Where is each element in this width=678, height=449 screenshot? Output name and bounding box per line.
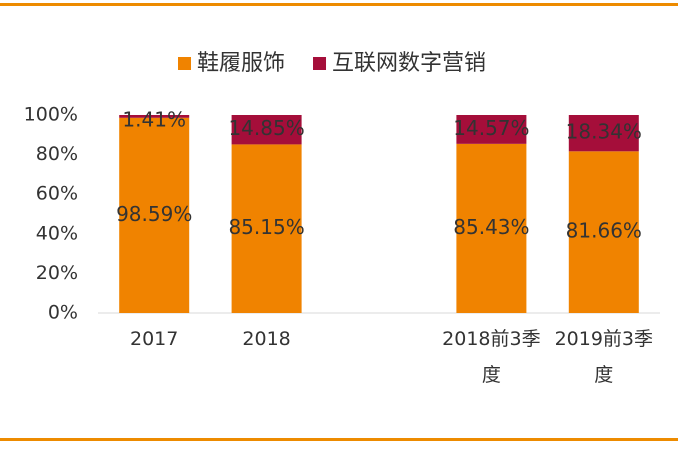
top-rule — [0, 3, 678, 6]
data-label: 98.59% — [116, 202, 192, 226]
legend-label: 鞋履服饰 — [197, 51, 285, 76]
data-label: 18.34% — [566, 120, 642, 144]
x-tick-label: 2018前3季度 — [442, 328, 541, 386]
data-label: 1.41% — [122, 108, 186, 132]
y-tick-label: 100% — [24, 104, 78, 126]
data-label: 81.66% — [566, 219, 642, 243]
bar-segment — [231, 144, 302, 313]
data-label: 14.85% — [228, 116, 304, 140]
bar-segment — [568, 115, 639, 152]
bar-segment — [568, 151, 639, 313]
bar-segment — [119, 115, 190, 118]
data-label: 14.57% — [453, 116, 529, 140]
legend-swatch — [313, 57, 327, 70]
y-tick-label: 40% — [36, 222, 78, 244]
x-tick-label-box: 2018 — [242, 328, 291, 350]
y-tick-label: 60% — [36, 183, 78, 205]
legend-swatch — [178, 57, 191, 70]
bar-segment — [456, 115, 527, 144]
x-tick-label-box: 2019前3季度 — [554, 328, 654, 386]
bar-segment — [119, 117, 190, 313]
x-tick-label-box: 2018前3季度 — [442, 328, 541, 386]
y-tick-label: 20% — [36, 262, 78, 284]
x-tick-label: 2017 — [130, 328, 179, 350]
x-tick-label-box: 2017 — [130, 328, 179, 350]
bar-segment — [456, 143, 527, 313]
data-label: 85.43% — [453, 215, 529, 239]
legend-label: 互联网数字营销 — [332, 51, 486, 76]
x-tick-label: 2018 — [242, 328, 291, 350]
bar-segment — [231, 115, 302, 145]
x-tick-label: 2019前3季度 — [554, 328, 654, 386]
bottom-rule — [0, 438, 678, 441]
y-tick-label: 0% — [48, 302, 78, 324]
y-tick-label: 80% — [36, 143, 78, 165]
data-label: 85.15% — [228, 215, 304, 239]
